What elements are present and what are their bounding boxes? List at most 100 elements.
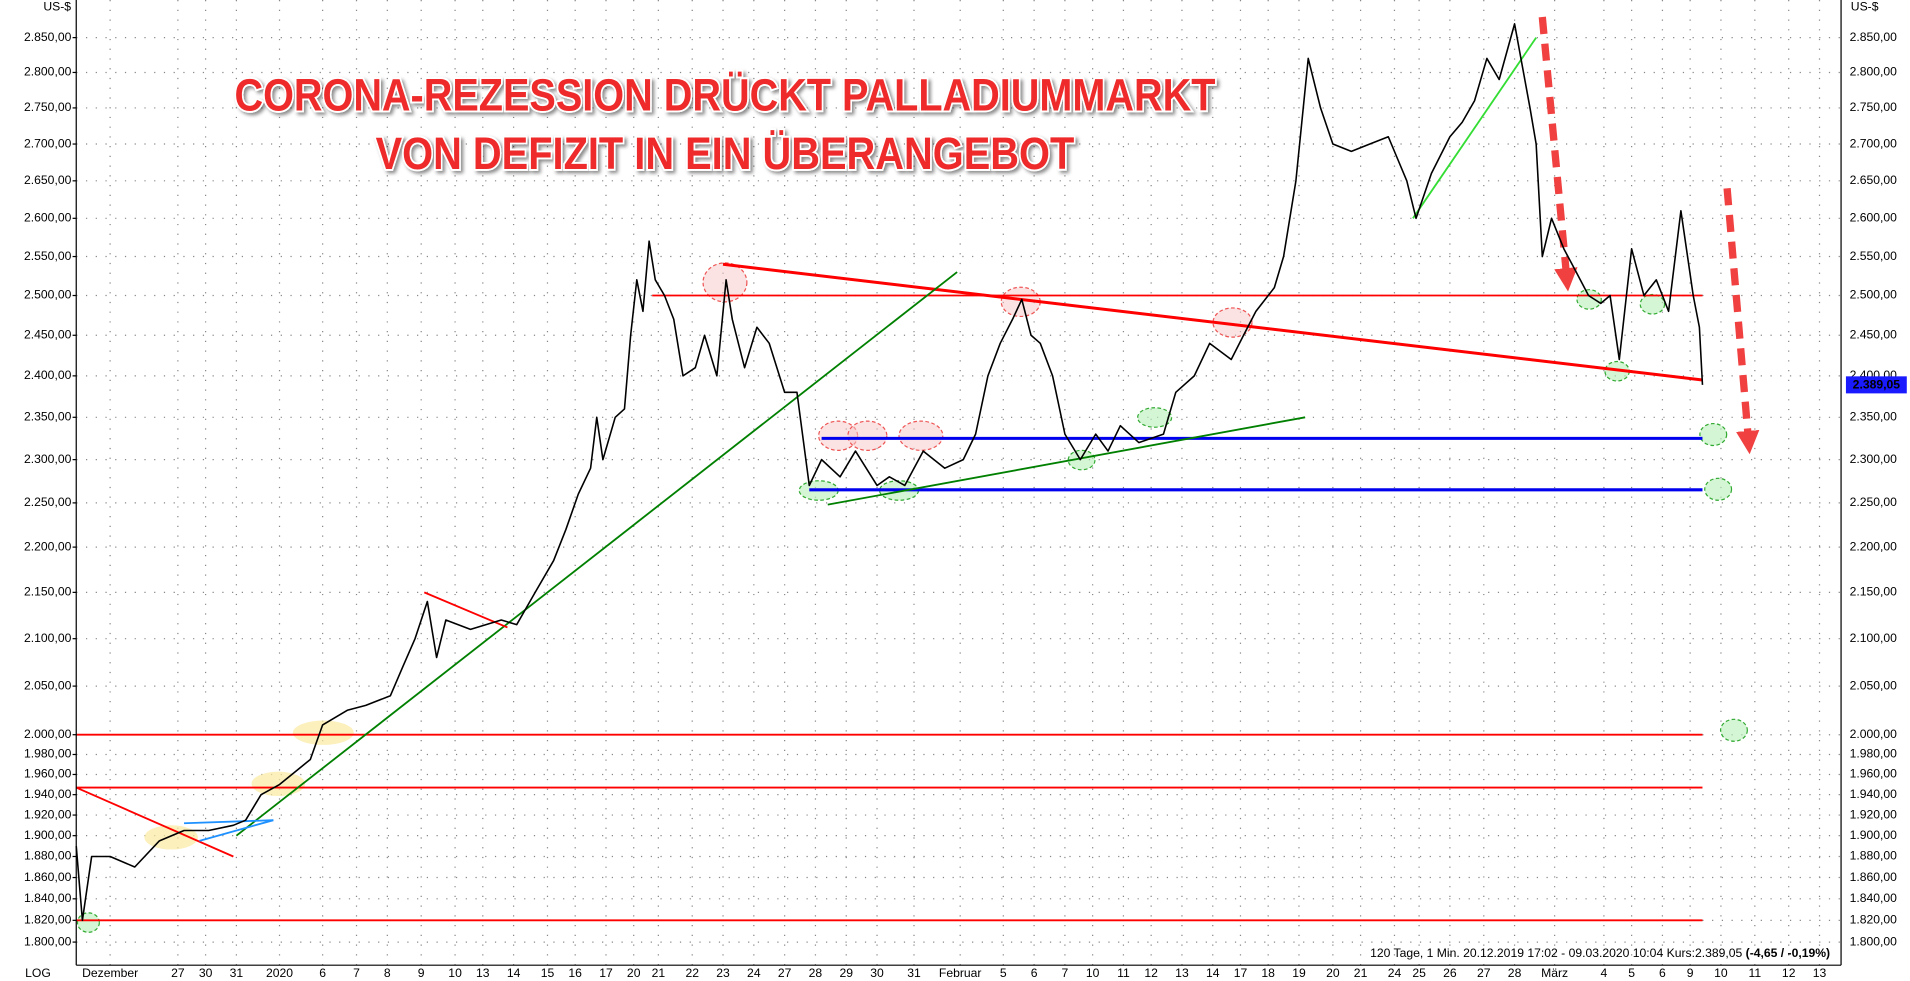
price-line (75, 23, 1704, 922)
x-tick-label: 25 (1412, 966, 1426, 980)
x-tick-label: 11 (1117, 966, 1130, 980)
y-tick-label-right: 2.300,00 (1850, 452, 1898, 466)
y-unit-right: US-$ (1851, 0, 1879, 14)
ellipse (292, 720, 354, 745)
x-tick-label: 21 (1354, 966, 1368, 980)
x-tick-label: März (1541, 966, 1568, 980)
ellipse (1639, 293, 1666, 315)
y-tick-label: 2.800,00 (24, 65, 72, 79)
x-tick-label: 17 (1234, 966, 1248, 980)
x-tick-label: 13 (1813, 966, 1827, 980)
x-tick-label: 13 (476, 966, 490, 980)
y-tick-label-right: 1.920,00 (1850, 807, 1898, 821)
y-tick-label-right: 2.050,00 (1850, 678, 1898, 692)
x-tick-label: 22 (685, 966, 699, 980)
x-tick-label: 31 (907, 966, 921, 980)
trend-line (235, 271, 958, 837)
x-tick-label: 13 (1175, 966, 1189, 980)
chart-title: CORONA-REZESSION DRÜCKT PALLADIUMMARKT (234, 69, 1215, 120)
y-tick-label: 1.840,00 (24, 891, 72, 905)
y-tick-label: 2.300,00 (24, 452, 72, 466)
ellipse (1719, 718, 1748, 742)
x-tick-label: 6 (319, 966, 326, 980)
y-tick-label-right: 2.800,00 (1850, 65, 1898, 79)
trend-line (199, 819, 274, 842)
y-tick-label: 2.450,00 (24, 327, 72, 341)
y-tick-label-right: 2.850,00 (1850, 30, 1898, 44)
y-tick-label: 2.500,00 (24, 288, 72, 302)
y-tick-label: 1.860,00 (24, 870, 72, 884)
y-tick-label: 2.600,00 (24, 211, 72, 225)
y-tick-label: 1.880,00 (24, 849, 72, 863)
y-tick-label-right: 2.000,00 (1850, 727, 1898, 741)
x-tick-label: 24 (747, 966, 761, 980)
y-tick-label: 2.350,00 (24, 410, 72, 424)
x-tick-label: 28 (809, 966, 823, 980)
x-tick-label: 15 (541, 966, 555, 980)
y-tick-label: 2.200,00 (24, 539, 72, 553)
x-tick-label: 17 (599, 966, 613, 980)
ellipse (251, 771, 306, 796)
y-tick-label-right: 2.650,00 (1850, 173, 1898, 187)
x-tick-label: 12 (1144, 966, 1158, 980)
x-tick-label: Dezember (82, 966, 138, 980)
y-tick-label-right: 1.860,00 (1850, 870, 1898, 884)
x-tick-label: 12 (1782, 966, 1796, 980)
x-tick-label: 24 (1388, 966, 1402, 980)
x-tick-label: 27 (778, 966, 792, 980)
y-tick-label: 2.700,00 (24, 136, 72, 150)
x-tick-label: 11 (1749, 966, 1762, 980)
y-unit-left: US-$ (43, 0, 71, 14)
footer: 120 Tage, 1 Min. 20.12.2019 17:02 - 09.0… (1370, 946, 1830, 960)
chart-subtitle: VON DEFIZIT IN EIN ÜBERANGEBOT (376, 128, 1075, 179)
x-tick-label: Februar (939, 966, 982, 980)
x-tick-label: 14 (1206, 966, 1220, 980)
x-tick-label: 5 (1000, 966, 1007, 980)
x-tick-label: 9 (418, 966, 425, 980)
arrow (1538, 16, 1578, 292)
y-tick-label-right: 1.880,00 (1850, 849, 1898, 863)
x-tick-label: 7 (353, 966, 360, 980)
y-tick-label-right: 1.980,00 (1850, 747, 1898, 761)
y-tick-label-right: 2.350,00 (1850, 410, 1898, 424)
y-tick-label-right: 2.500,00 (1850, 288, 1898, 302)
y-tick-label-right: 2.450,00 (1850, 327, 1898, 341)
ellipse (1704, 477, 1733, 501)
x-tick-label: 9 (1687, 966, 1694, 980)
x-tick-label: 2020 (266, 966, 293, 980)
x-tick-label: 10 (448, 966, 462, 980)
y-tick-label-right: 1.800,00 (1850, 934, 1898, 948)
y-tick-label: 2.850,00 (24, 30, 72, 44)
ellipse (898, 420, 944, 451)
ellipse (76, 912, 100, 933)
y-tick-label-right: 2.750,00 (1850, 100, 1898, 114)
x-tick-label: 30 (199, 966, 213, 980)
arrow (1723, 187, 1760, 455)
x-tick-label: 6 (1659, 966, 1666, 980)
trend-line (184, 819, 274, 825)
x-tick-label: 16 (568, 966, 582, 980)
y-tick-label-right: 1.960,00 (1850, 767, 1898, 781)
x-tick-label: 30 (870, 966, 884, 980)
x-tick-label: 14 (507, 966, 521, 980)
y-tick-label-right: 2.700,00 (1850, 136, 1898, 150)
plot (75, 16, 1760, 922)
y-tick-label: 1.800,00 (24, 934, 72, 948)
ellipse (702, 262, 748, 303)
x-tick-label: 26 (1443, 966, 1457, 980)
y-tick-label: 2.250,00 (24, 495, 72, 509)
x-tick-label: 5 (1628, 966, 1635, 980)
x-tick-label: 28 (1508, 966, 1522, 980)
y-tick-label: 2.650,00 (24, 173, 72, 187)
x-tick-label: 20 (1326, 966, 1340, 980)
y-tick-label: 2.150,00 (24, 585, 72, 599)
y-tick-label: 2.050,00 (24, 678, 72, 692)
x-tick-label: 19 (1292, 966, 1306, 980)
x-tick-label: 6 (1031, 966, 1038, 980)
ellipse (847, 420, 888, 451)
y-tick-label-right: 2.150,00 (1850, 585, 1898, 599)
x-tick-label: 7 (1062, 966, 1069, 980)
trend-line (1412, 37, 1537, 219)
footer-change: (-4,65 / -0,19%) (1746, 946, 1830, 960)
